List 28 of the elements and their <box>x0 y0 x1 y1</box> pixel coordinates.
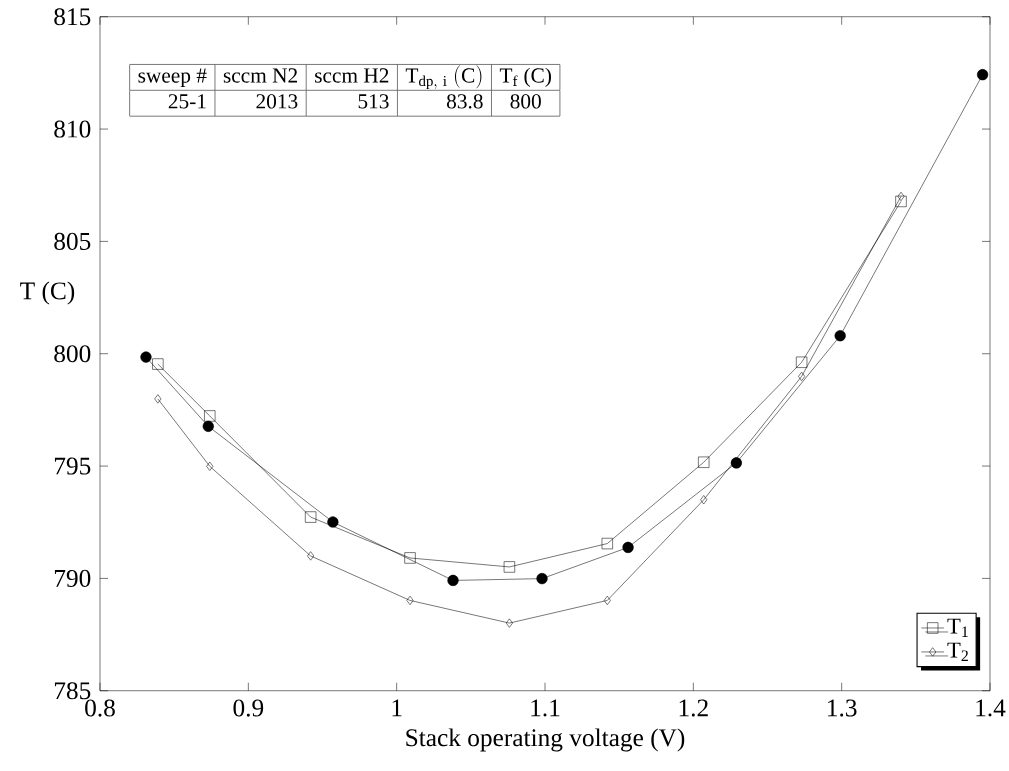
y-tick-label: 815 <box>54 8 91 26</box>
annotation: sweep # <box>138 68 207 87</box>
x-tick-label: 1.4 <box>976 699 1006 717</box>
x-tick-label: 0.9 <box>233 699 264 717</box>
annotation: 513 <box>358 94 389 109</box>
y-tick-label: 795 <box>54 457 91 475</box>
x-axis-title: Stack operating voltage (V) <box>406 728 685 752</box>
y-tick-label: 805 <box>54 232 91 250</box>
x-tick-label: 0.8 <box>85 699 115 717</box>
x-tick-label: 1.3 <box>828 699 857 717</box>
y-axis-title: T (C) <box>20 281 75 305</box>
annotation: sccm H2 <box>315 68 389 83</box>
y-tick-label: 790 <box>54 569 91 587</box>
y-tick-label: 810 <box>54 120 91 138</box>
legend-label: T$_{2}$ <box>947 642 968 661</box>
x-tick-label: 1.2 <box>679 699 708 717</box>
annotation: 2013 <box>256 94 298 109</box>
x-tick-label: 1.1 <box>531 699 560 717</box>
annotation: sccm N2 <box>223 68 297 83</box>
annotation: 25-1 <box>168 94 206 109</box>
annotation: T$_{f}$ (C) <box>499 67 551 87</box>
legend-label: T$_{1}$ <box>947 618 968 637</box>
y-tick-label: 800 <box>54 345 91 363</box>
x-tick-label: 1 <box>392 699 402 717</box>
y-tick-label: 785 <box>54 682 91 700</box>
annotation: 800 <box>510 94 541 109</box>
annotation: $\mathrm{T_{dp,\ i}\ (C)}$ <box>405 65 482 90</box>
annotation: 83.8 <box>446 94 483 109</box>
